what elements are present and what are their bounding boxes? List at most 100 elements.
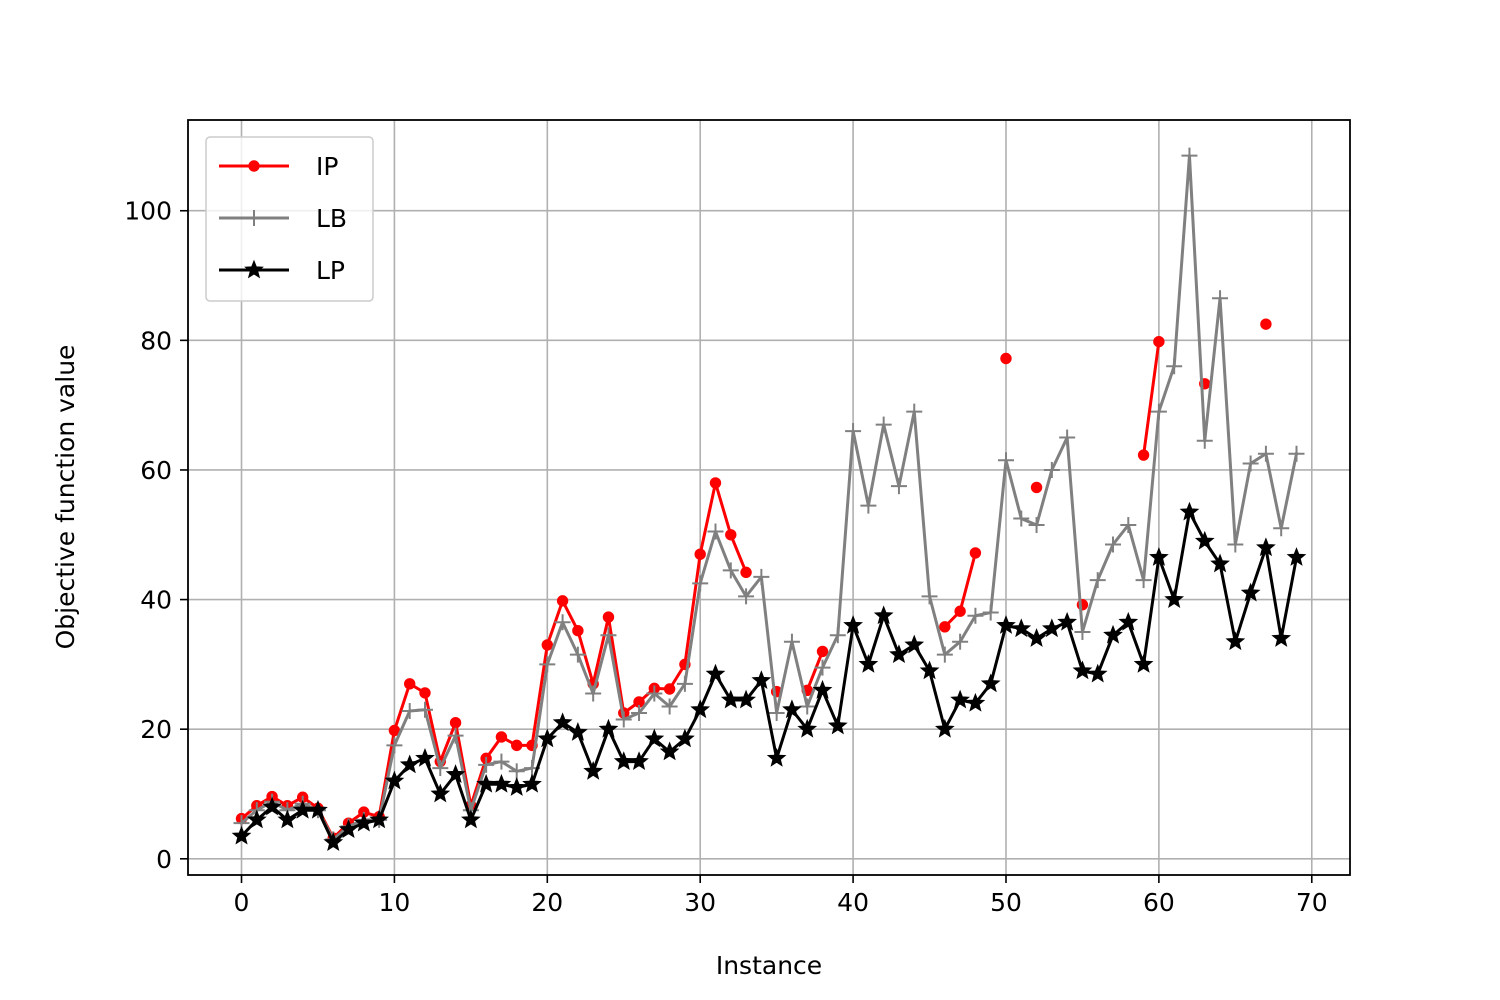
data-point-lp xyxy=(843,615,863,634)
data-point-lp xyxy=(506,777,527,796)
data-point-lp xyxy=(690,699,711,719)
data-point-lp xyxy=(262,796,282,816)
series-layer xyxy=(231,147,1307,851)
data-point-lp xyxy=(919,660,940,680)
data-point-lb xyxy=(982,604,999,621)
data-point-lp xyxy=(1271,628,1292,647)
data-point-lp xyxy=(996,615,1016,634)
data-point-lb xyxy=(1227,536,1244,553)
data-point-lb xyxy=(1074,623,1091,640)
data-point-lp xyxy=(950,689,970,709)
data-point-lp xyxy=(827,715,848,735)
data-point-lp xyxy=(445,764,466,783)
data-point-ip xyxy=(709,477,722,489)
data-point-lb xyxy=(875,416,892,433)
series-line-ip xyxy=(805,649,825,693)
data-point-lb xyxy=(890,478,907,495)
data-point-lp xyxy=(552,712,573,732)
data-point-lp xyxy=(598,718,619,738)
data-point-ip xyxy=(816,645,829,658)
data-point-lp xyxy=(399,754,420,774)
data-point-lb xyxy=(386,737,403,754)
data-point-lp xyxy=(736,689,756,709)
data-point-ip xyxy=(1137,449,1150,461)
data-point-lp xyxy=(353,812,374,832)
legend: IP LB LP xyxy=(205,136,374,302)
data-point-lp xyxy=(1240,582,1261,602)
data-point-lp xyxy=(1179,501,1200,521)
legend-marker xyxy=(248,160,260,172)
data-point-lb xyxy=(1257,445,1274,462)
data-point-lp xyxy=(1118,611,1139,631)
grid xyxy=(188,120,1350,875)
data-point-lb xyxy=(554,614,571,631)
legend-label: IP xyxy=(316,152,338,181)
data-point-lp xyxy=(1103,624,1123,644)
data-point-lp xyxy=(782,699,802,719)
y-tick-label: 0 xyxy=(156,845,172,874)
data-point-ip xyxy=(1260,318,1272,330)
data-point-ip xyxy=(725,529,737,541)
data-point-lb xyxy=(508,763,525,780)
data-point-lp xyxy=(812,679,833,699)
data-point-ip xyxy=(541,639,554,651)
data-point-ip xyxy=(694,548,706,560)
data-point-lp xyxy=(522,773,542,793)
data-point-lp xyxy=(889,644,909,664)
data-point-lp xyxy=(644,728,665,748)
data-point-ip xyxy=(939,621,951,633)
legend-marker xyxy=(246,210,262,226)
data-point-ip xyxy=(663,683,676,695)
data-point-lb xyxy=(952,633,969,650)
data-point-lp xyxy=(965,692,986,712)
data-point-lb xyxy=(1105,536,1122,553)
data-point-ip xyxy=(969,547,982,559)
data-point-lp xyxy=(491,773,512,793)
data-point-lb xyxy=(416,701,433,718)
data-point-lb xyxy=(401,703,418,720)
data-point-lb xyxy=(783,633,800,650)
data-point-lb xyxy=(768,704,785,721)
x-tick-label: 60 xyxy=(1143,888,1175,917)
data-point-ip xyxy=(740,566,752,579)
data-point-ip xyxy=(1153,335,1165,348)
plot-frame xyxy=(187,119,1351,876)
data-point-lb xyxy=(493,753,510,770)
data-point-lp xyxy=(705,663,726,683)
x-tick-label: 30 xyxy=(684,888,716,917)
data-point-lp xyxy=(338,819,359,839)
data-point-lp xyxy=(1011,618,1032,638)
x-tick-label: 40 xyxy=(837,888,869,917)
data-point-lp xyxy=(460,809,481,829)
data-point-lb xyxy=(722,562,739,579)
data-point-lb xyxy=(967,607,984,624)
data-point-ip xyxy=(1030,481,1043,494)
data-point-lp xyxy=(415,747,435,767)
data-point-lb xyxy=(738,588,755,605)
x-tick-label: 0 xyxy=(234,888,250,917)
data-point-lp xyxy=(231,825,252,845)
data-point-lp xyxy=(858,654,879,673)
data-point-lb xyxy=(707,523,724,540)
data-point-lb xyxy=(1273,520,1290,537)
data-point-lb xyxy=(447,727,464,744)
data-point-lb xyxy=(692,575,709,592)
data-point-lp xyxy=(675,728,695,748)
legend-label: LP xyxy=(316,256,345,285)
data-point-ip xyxy=(602,611,615,623)
data-point-lp xyxy=(980,673,1001,693)
data-point-lb xyxy=(569,646,586,663)
data-point-lp xyxy=(323,832,344,851)
data-point-lp xyxy=(1041,618,1062,638)
data-point-lb xyxy=(1059,429,1076,446)
data-point-lb xyxy=(1196,432,1213,449)
data-point-lb xyxy=(829,627,846,644)
data-point-lb xyxy=(631,704,648,721)
x-tick-label: 10 xyxy=(379,888,411,917)
data-point-lp xyxy=(629,751,649,770)
legend-item-lp: LP xyxy=(219,256,345,285)
data-point-lb xyxy=(1135,572,1152,589)
data-point-ip xyxy=(954,605,966,617)
y-axis-label: Objective function value xyxy=(51,345,80,650)
data-point-lb xyxy=(676,675,693,692)
